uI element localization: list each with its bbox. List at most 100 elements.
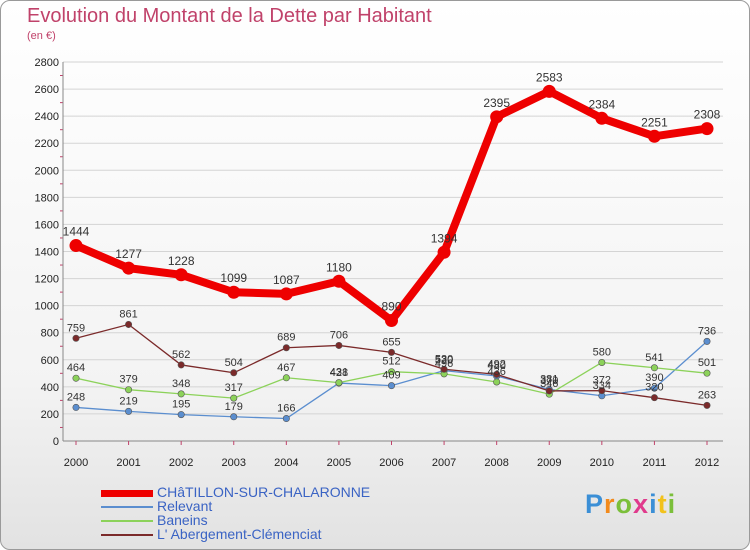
data-label: 179 [225, 401, 243, 413]
data-point [703, 401, 711, 409]
legend-swatch [101, 520, 153, 522]
logo-letter: t [657, 489, 668, 519]
data-label: 496 [435, 358, 453, 370]
data-label: 464 [67, 362, 85, 374]
data-label: 501 [698, 357, 716, 369]
data-label: 346 [540, 378, 558, 390]
data-point [700, 122, 714, 136]
x-tick-label: 2000 [64, 457, 88, 469]
data-label: 263 [698, 389, 716, 401]
data-label: 1087 [273, 273, 300, 287]
data-point [387, 382, 395, 390]
data-label: 562 [172, 349, 190, 361]
data-point [332, 274, 346, 288]
data-label: 431 [330, 367, 348, 379]
data-label: 1228 [168, 254, 195, 268]
data-point [545, 387, 553, 395]
legend-swatch [101, 534, 153, 536]
data-point [335, 341, 343, 349]
data-point [598, 387, 606, 395]
data-label: 1444 [63, 225, 90, 239]
legend: CHâTILLON-SUR-CHALARONNE Relevant Baneins L… [101, 484, 401, 542]
y-tick-label: 600 [41, 355, 59, 367]
y-tick-label: 1000 [35, 301, 59, 313]
data-label: 736 [698, 325, 716, 337]
data-label: 890 [381, 300, 401, 314]
logo-letter: r [604, 489, 616, 519]
data-label: 2583 [536, 70, 563, 84]
y-tick-label: 2800 [35, 57, 59, 69]
data-point [230, 394, 238, 402]
legend-swatch [101, 489, 153, 497]
data-label: 480 [487, 360, 505, 372]
legend-item: Relevant [101, 498, 401, 514]
data-point [437, 245, 451, 259]
data-point [227, 285, 241, 299]
data-point [335, 379, 343, 387]
data-label: 530 [435, 353, 453, 365]
x-tick-label: 2003 [222, 457, 246, 469]
legend-item: L' Abergement-Clémenciat [101, 526, 401, 542]
data-label: 706 [330, 329, 348, 341]
y-tick-label: 1600 [35, 219, 59, 231]
data-label: 381 [540, 373, 558, 385]
x-tick-label: 2012 [695, 457, 719, 469]
data-label: 372 [593, 375, 611, 387]
y-tick-label: 800 [41, 328, 59, 340]
data-point [125, 320, 133, 328]
legend-item: Baneins [101, 512, 401, 528]
x-tick-label: 2001 [116, 457, 140, 469]
x-tick-label: 2007 [432, 457, 456, 469]
data-point [72, 403, 80, 411]
data-point [703, 337, 711, 345]
data-point [650, 364, 658, 372]
axes: 0 200 400 600 800 1000 1200 1400 1600 1800 2000 220… [35, 57, 723, 469]
data-label: 409 [382, 370, 400, 382]
legend-label: L' Abergement-Clémenciat [157, 526, 322, 542]
data-label: 1277 [115, 247, 142, 261]
data-point [440, 365, 448, 373]
data-label: 1180 [326, 260, 352, 274]
chart-title: Evolution du Montant de la Dette par Hab… [27, 5, 432, 27]
data-label: 1099 [220, 271, 247, 285]
data-label: 580 [593, 346, 611, 358]
data-point [125, 386, 133, 394]
data-point [650, 384, 658, 392]
data-label: 195 [172, 399, 190, 411]
chart-subtitle: (en €) [27, 30, 56, 42]
data-point [177, 411, 185, 419]
data-label: 317 [225, 382, 243, 394]
data-label: 166 [277, 403, 295, 415]
x-tick-label: 2009 [537, 457, 561, 469]
legend-swatch [101, 506, 153, 508]
data-labels: 248 219 195 179 166 428 409 520 480 381 334 390 736 4… [63, 70, 721, 414]
data-label: 1394 [431, 231, 458, 245]
logo-letter: i [649, 489, 658, 519]
data-point [69, 239, 83, 253]
data-point [493, 370, 501, 378]
data-point [72, 334, 80, 342]
x-tick-label: 2006 [379, 457, 403, 469]
logo-letter: x [633, 489, 650, 519]
data-label: 334 [593, 380, 611, 392]
data-label: 2395 [483, 96, 510, 110]
data-point [387, 348, 395, 356]
x-tick-label: 2008 [484, 457, 508, 469]
data-label: 248 [67, 391, 85, 403]
data-label: 512 [382, 356, 400, 368]
data-point [125, 407, 133, 415]
data-point [385, 314, 398, 328]
data-label: 390 [645, 372, 663, 384]
x-tick-label: 2005 [327, 457, 351, 469]
grid-lines [63, 61, 723, 442]
data-label: 2251 [641, 115, 668, 129]
y-tick-label: 2600 [35, 84, 59, 96]
x-tick-label: 2004 [274, 457, 298, 469]
data-point [122, 261, 136, 275]
data-point [387, 368, 395, 376]
data-label: 467 [277, 362, 295, 374]
data-label: 520 [435, 355, 453, 367]
data-point [282, 374, 290, 382]
y-tick-label: 1800 [35, 192, 59, 204]
